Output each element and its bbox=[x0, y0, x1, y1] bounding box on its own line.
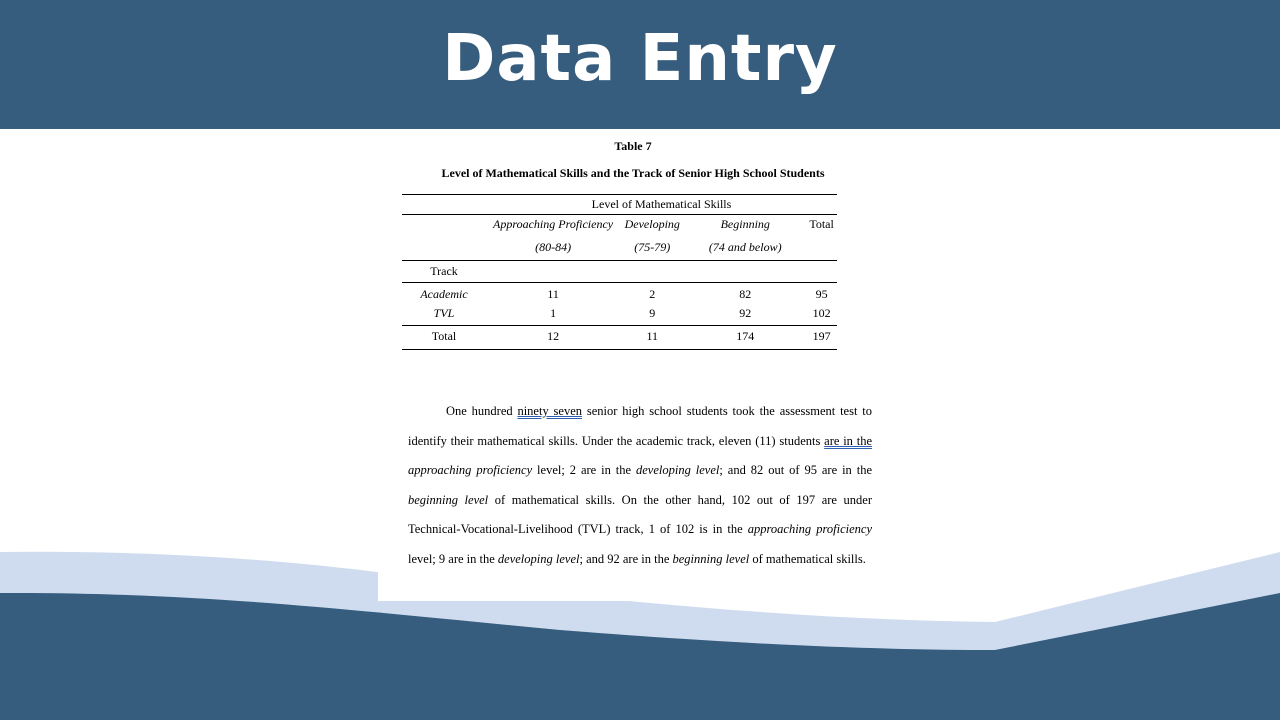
paragraph-segment: beginning level bbox=[672, 551, 750, 566]
paragraph-segment: of mathematical skills. On the other han… bbox=[408, 492, 872, 537]
row-label: TVL bbox=[433, 306, 455, 320]
paragraph-segment: approaching proficiency bbox=[747, 522, 873, 536]
cell: 197 bbox=[812, 329, 831, 343]
body-paragraph: One hundred ninety seven senior high sch… bbox=[408, 397, 872, 574]
col-developing: Developing bbox=[624, 217, 680, 231]
paragraph-segment: level; 2 are in the bbox=[532, 463, 636, 477]
table-number: Table 7 bbox=[614, 139, 652, 153]
paragraph-segment: level; 9 are in the bbox=[408, 551, 498, 566]
paragraph-segment: approaching proficiency bbox=[408, 463, 533, 477]
paragraph-segment: ; and 92 are in the bbox=[579, 551, 673, 566]
column-range-row: (80-84) (75-79) (74 and below) bbox=[402, 234, 837, 261]
paragraph-segment: One hundred bbox=[446, 404, 518, 418]
table-row: Academic 11 2 82 95 bbox=[402, 283, 837, 305]
paragraph-segment: senior high school students took the ass… bbox=[408, 404, 872, 448]
paragraph-segment: are in the bbox=[824, 433, 873, 448]
paragraph-segment: ; and 82 out of 95 are in the bbox=[719, 463, 872, 477]
col-approaching: Approaching Proficiency bbox=[493, 217, 614, 231]
cell: 82 bbox=[739, 287, 752, 301]
document-image: Table 7 Level of Mathematical Skills and… bbox=[378, 129, 880, 601]
col-beginning: Beginning bbox=[720, 217, 770, 231]
range-developing: (75-79) bbox=[634, 240, 671, 254]
cell: 2 bbox=[649, 287, 656, 301]
data-table: Level of Mathematical Skills Approaching… bbox=[402, 194, 837, 350]
paragraph-segment: developing level bbox=[497, 551, 580, 566]
cell: 11 bbox=[646, 329, 659, 343]
group-header: Level of Mathematical Skills bbox=[591, 197, 732, 211]
cell: 95 bbox=[815, 287, 828, 301]
range-beginning: (74 and below) bbox=[708, 240, 782, 254]
paragraph-segment: beginning level bbox=[408, 492, 489, 507]
range-approaching: (80-84) bbox=[535, 240, 572, 254]
cell: 11 bbox=[547, 287, 559, 301]
table-row: TVL 1 9 92 102 bbox=[402, 304, 837, 326]
cell: 1 bbox=[550, 306, 557, 320]
col-total: Total bbox=[809, 217, 834, 231]
row-header: Track bbox=[430, 264, 458, 278]
row-label: Total bbox=[431, 329, 457, 343]
group-header-row: Level of Mathematical Skills bbox=[402, 194, 837, 215]
cell: 102 bbox=[812, 306, 831, 320]
row-label: Academic bbox=[420, 287, 468, 301]
slide-header bbox=[0, 0, 1280, 129]
cell: 92 bbox=[739, 306, 752, 320]
paragraph-segment: developing level bbox=[636, 463, 720, 477]
paragraph-segment: ninety seven bbox=[517, 404, 582, 418]
paragraph-segment: of mathematical skills. bbox=[749, 551, 866, 566]
wave-dark-band bbox=[0, 592, 1280, 720]
cell: 9 bbox=[649, 306, 656, 320]
cell: 12 bbox=[547, 329, 560, 343]
slide-title: Data Entry bbox=[442, 22, 838, 96]
track-header-row: Track bbox=[402, 261, 837, 283]
total-row: Total 12 11 174 197 bbox=[402, 326, 837, 350]
cell: 174 bbox=[736, 329, 755, 343]
table-caption: Level of Mathematical Skills and the Tra… bbox=[441, 166, 825, 180]
column-header-row: Approaching Proficiency Developing Begin… bbox=[402, 215, 837, 235]
